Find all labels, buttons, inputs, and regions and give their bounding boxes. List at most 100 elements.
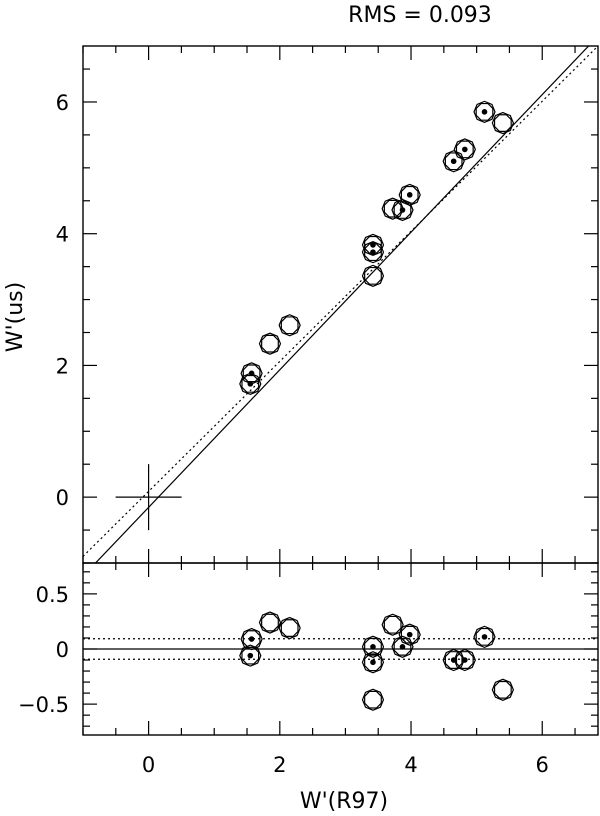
point-center-dot	[462, 657, 468, 663]
point-octagon-inner	[364, 637, 382, 656]
data-point	[361, 688, 385, 711]
point-center-dot	[406, 192, 413, 198]
point-octagon-inner	[364, 243, 382, 262]
point-octagon-outer	[398, 183, 421, 206]
point-center-dot	[481, 109, 488, 115]
data-point	[491, 111, 515, 135]
point-octagon-outer	[258, 611, 282, 634]
chart-marks: 0 2 4 6 0.5 0 −0.5 0 2 4 6	[18, 45, 599, 777]
point-center-dot	[481, 634, 488, 640]
point-center-dot	[450, 158, 457, 165]
point-octagon-outer	[473, 100, 496, 124]
point-octagon-outer	[491, 111, 515, 135]
y-tick-label: −0.5	[18, 693, 69, 717]
data-point	[239, 644, 262, 667]
point-center-dot	[399, 207, 406, 213]
solid-line-main-0	[94, 46, 590, 563]
data-point	[239, 372, 262, 396]
point-octagon-outer	[473, 625, 496, 649]
point-octagon-outer	[361, 240, 385, 264]
point-octagon-inner	[455, 140, 474, 159]
point-center-dot	[370, 249, 376, 255]
point-octagon-inner	[280, 619, 299, 637]
point-octagon-inner	[261, 334, 279, 353]
point-octagon-outer	[453, 648, 476, 672]
point-octagon-outer	[391, 198, 414, 222]
y-tick-label: 4	[56, 223, 69, 247]
data-point	[258, 611, 282, 634]
point-octagon-inner	[241, 646, 260, 665]
point-octagon-inner	[493, 680, 512, 699]
point-center-dot	[247, 652, 254, 659]
data-point	[258, 332, 282, 355]
point-octagon-outer	[239, 644, 262, 667]
point-center-dot	[370, 659, 376, 666]
point-center-dot	[370, 643, 376, 650]
point-octagon-outer	[361, 233, 385, 257]
point-octagon-outer	[398, 623, 421, 646]
point-octagon-outer	[239, 372, 262, 396]
point-center-dot	[462, 146, 468, 153]
data-point	[473, 100, 496, 124]
data-point	[453, 138, 476, 161]
point-octagon-inner	[444, 651, 463, 669]
y-tick-label: 0	[56, 486, 69, 510]
point-octagon-inner	[383, 199, 402, 218]
data-point	[361, 240, 385, 264]
point-octagon-inner	[383, 615, 402, 634]
panel-frame-main	[82, 45, 599, 564]
point-octagon-outer	[278, 314, 301, 337]
point-octagon-outer	[361, 688, 385, 711]
point-octagon-inner	[455, 651, 474, 669]
point-octagon-outer	[453, 138, 476, 161]
point-octagon-inner	[364, 653, 382, 672]
data-point	[442, 150, 465, 173]
point-octagon-outer	[381, 613, 404, 636]
point-octagon-outer	[391, 635, 414, 658]
data-point	[473, 625, 496, 649]
point-center-dot	[399, 643, 406, 650]
data-point	[361, 651, 385, 674]
point-center-dot	[247, 381, 254, 387]
x-tick-label: 4	[404, 753, 417, 777]
data-point	[391, 635, 414, 658]
data-point	[381, 613, 404, 636]
point-octagon-outer	[442, 150, 465, 173]
x-tick-label: 6	[536, 753, 549, 777]
data-point	[398, 183, 421, 206]
data-point	[278, 314, 301, 337]
data-point	[491, 678, 515, 701]
point-octagon-inner	[400, 625, 419, 644]
point-octagon-inner	[364, 690, 382, 709]
point-octagon-outer	[278, 616, 301, 640]
point-octagon-inner	[261, 613, 279, 632]
point-center-dot	[248, 636, 255, 642]
point-octagon-outer	[258, 332, 282, 355]
chart-title: RMS = 0.093	[348, 3, 492, 28]
point-center-dot	[406, 631, 413, 638]
dotted-line-main-1	[83, 46, 598, 557]
point-octagon-inner	[280, 316, 299, 335]
y-axis-label-main: W'(us)	[3, 282, 28, 352]
point-octagon-inner	[475, 102, 494, 121]
data-point	[398, 623, 421, 646]
point-octagon-outer	[361, 651, 385, 674]
point-octagon-inner	[364, 266, 382, 285]
y-tick-label: 6	[56, 91, 69, 115]
data-point	[361, 264, 385, 287]
y-tick-label: 2	[56, 354, 69, 378]
point-octagon-inner	[493, 114, 512, 132]
point-octagon-inner	[241, 374, 260, 393]
data-point	[453, 648, 476, 672]
point-octagon-inner	[393, 637, 412, 656]
y-tick-label: 0.5	[36, 583, 69, 607]
point-octagon-inner	[400, 185, 419, 204]
point-octagon-inner	[242, 364, 261, 383]
x-tick-label: 2	[273, 753, 286, 777]
y-tick-label: 0	[56, 638, 69, 662]
x-axis-label: W'(R97)	[300, 789, 388, 814]
point-octagon-inner	[475, 627, 494, 646]
point-octagon-outer	[361, 264, 385, 287]
point-octagon-outer	[491, 678, 515, 701]
